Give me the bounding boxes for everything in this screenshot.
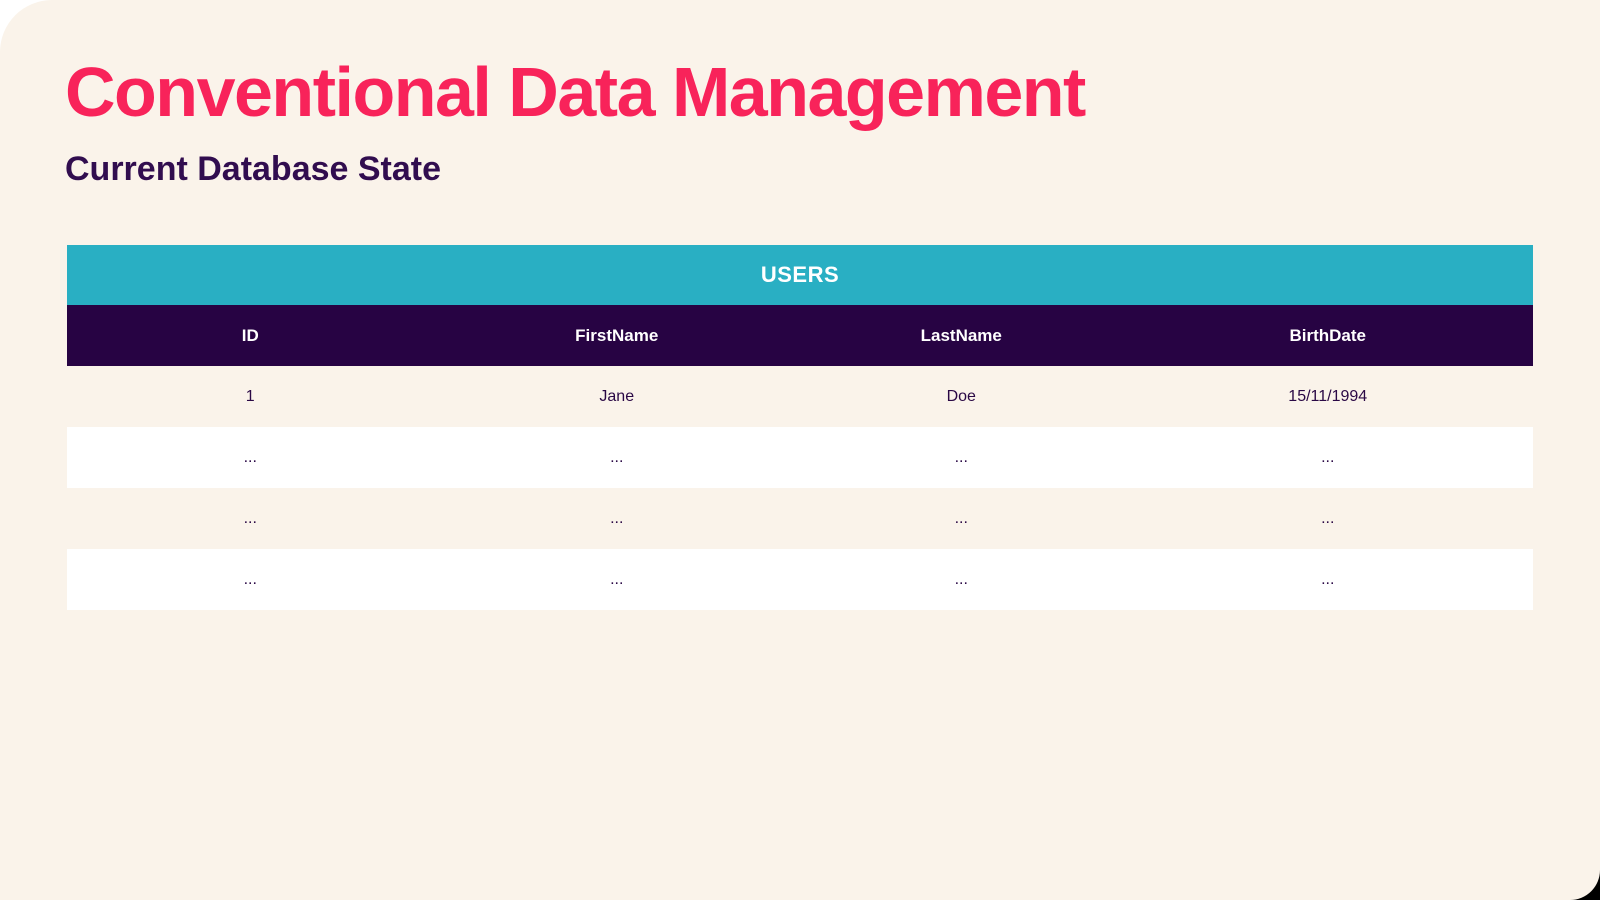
cell-id: ... [243,448,257,466]
column-header-id: ID [241,325,259,345]
table-name-bar: USERS [67,245,1533,305]
cell-firstname: ... [610,509,624,527]
column-header-birthdate: BirthDate [1289,325,1366,345]
cell-lastname: ... [954,570,968,588]
table-row: ... ... ... ... [67,549,1533,610]
cell-lastname: ... [954,448,968,466]
cell-id: 1 [245,387,255,405]
column-header-firstname: FirstName [575,325,659,345]
cell-id: ... [243,570,257,588]
cell-birthdate: ... [1321,448,1335,466]
cell-firstname: ... [610,448,624,466]
column-header-lastname: LastName [920,325,1002,345]
cell-lastname: ... [954,509,968,527]
cell-birthdate: ... [1321,570,1335,588]
page-subtitle: Current Database State [65,150,442,188]
table-name: USERS [760,262,840,287]
cell-firstname: ... [610,570,624,588]
table-row: ... ... ... ... [67,427,1533,488]
page-title: Conventional Data Management [65,53,1086,131]
users-table: USERS ID FirstName LastName BirthDate 1 … [67,245,1533,610]
table-row: ... ... ... ... [67,488,1533,549]
cell-birthdate: 15/11/1994 [1288,387,1368,405]
cell-id: ... [243,509,257,527]
cell-firstname: Jane [599,387,635,405]
table-header-row: ID FirstName LastName BirthDate [67,305,1533,366]
cell-birthdate: ... [1321,509,1335,527]
table-row: 1 Jane Doe 15/11/1994 [67,366,1533,427]
cell-lastname: Doe [946,387,976,405]
